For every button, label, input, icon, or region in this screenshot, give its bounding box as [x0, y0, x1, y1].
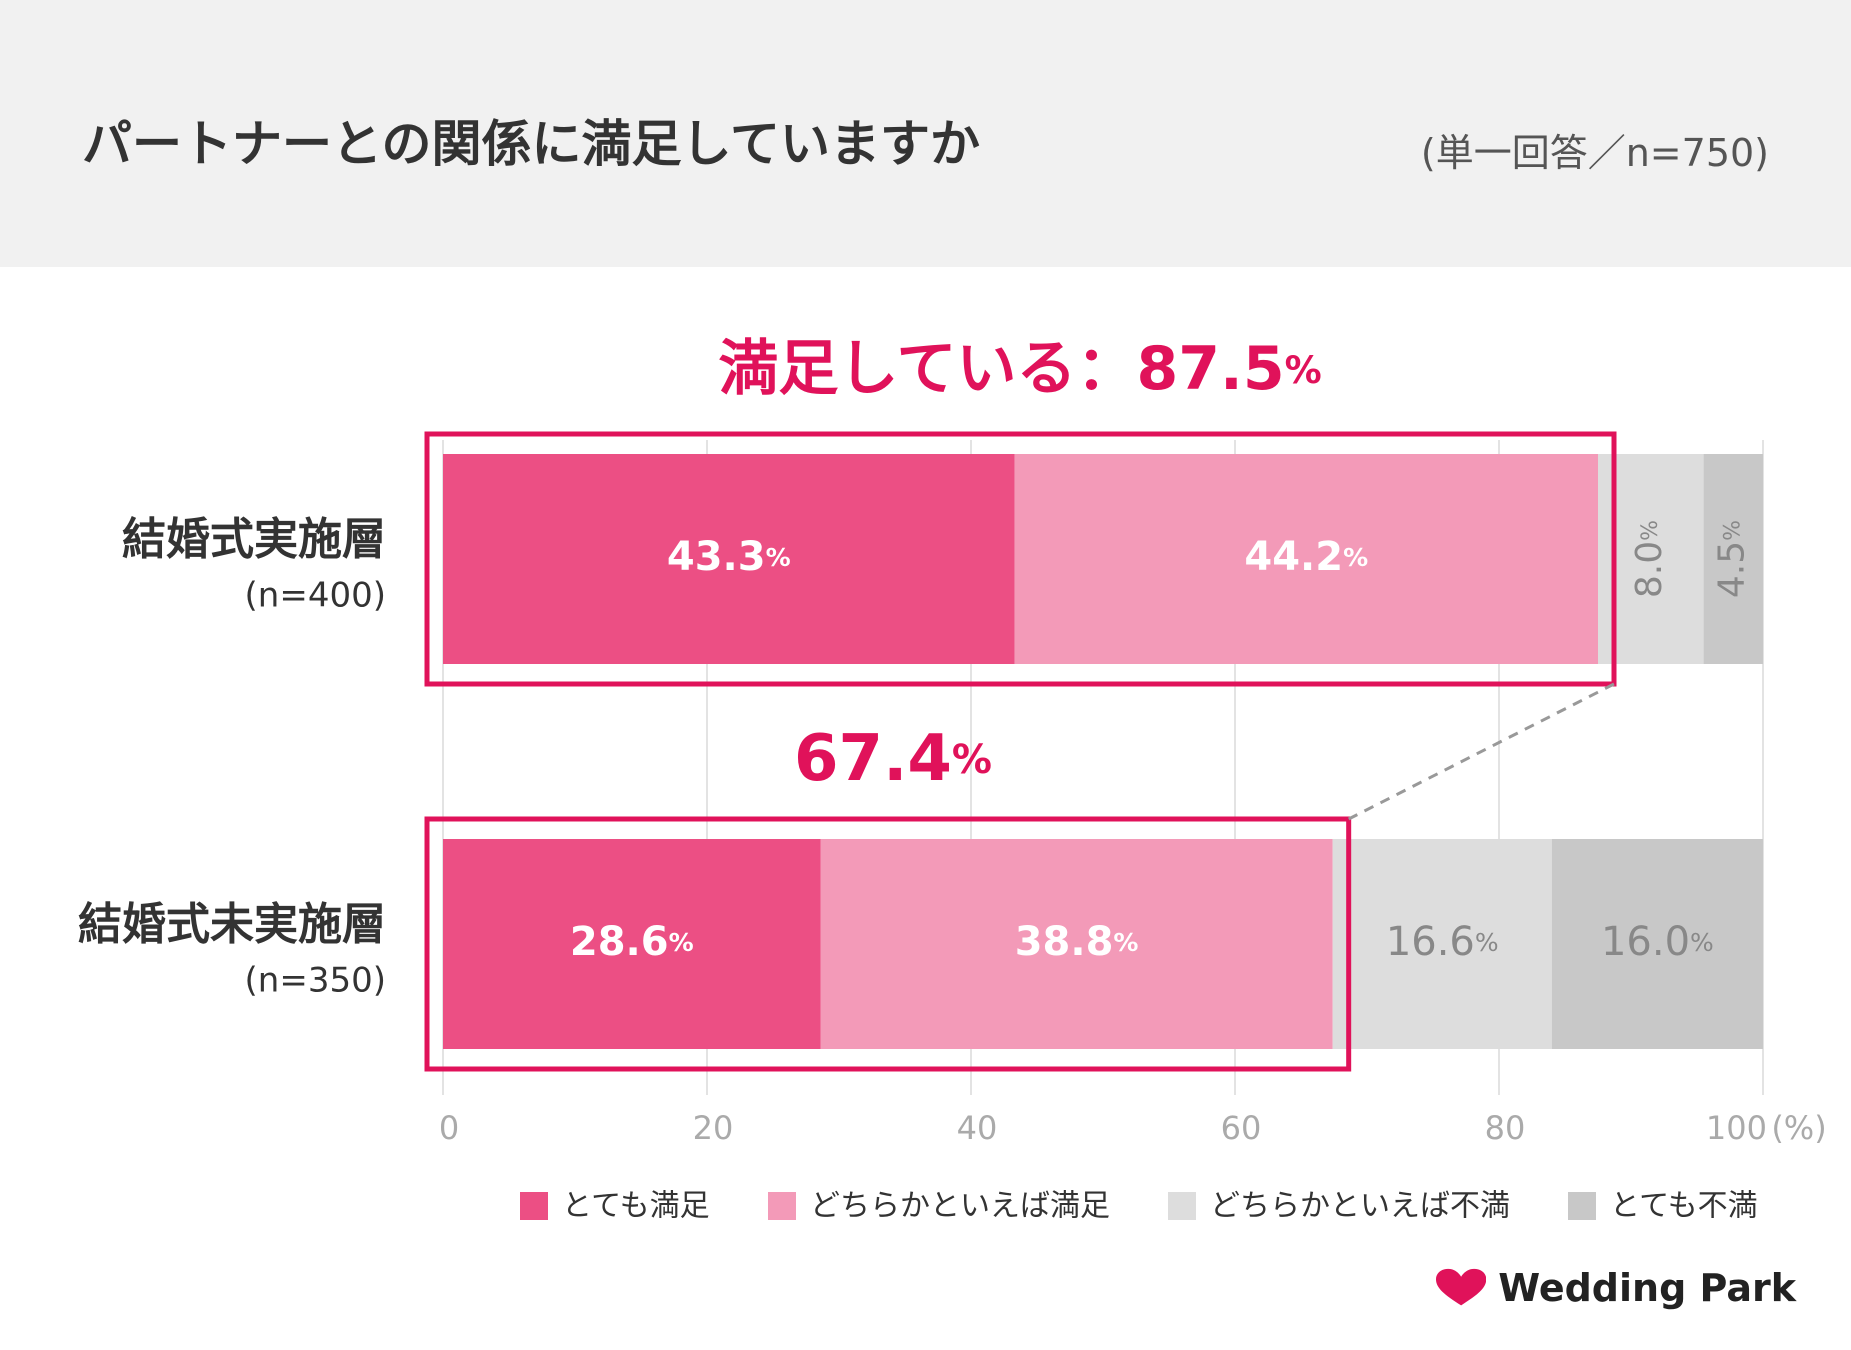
data-label-1-3: 8.0% [1629, 520, 1670, 598]
legend-label-4: とても不満 [1610, 1189, 1758, 1224]
legend-label-2: どちらかといえば満足 [810, 1189, 1110, 1224]
data-label-2-1: 28.6% [570, 919, 694, 965]
wedding-park-logo: Wedding Park [1436, 1260, 1796, 1316]
x-tick-label-0: 0 [439, 1109, 459, 1147]
x-tick-label-20: 20 [693, 1109, 734, 1147]
logo-text: Wedding Park [1498, 1266, 1796, 1310]
data-label-1-4: 4.5% [1711, 520, 1752, 598]
bar-2-seg-3 [1332, 839, 1552, 1049]
legend-label-3: どちらかといえば不満 [1210, 1189, 1510, 1224]
legend-swatch-4 [1568, 1192, 1596, 1220]
bar-2-seg-4 [1551, 839, 1763, 1049]
callout-satisfied-total-2: 67.4% [794, 722, 992, 796]
x-axis-unit: (%) [1771, 1109, 1826, 1147]
x-tick-label-80: 80 [1485, 1109, 1526, 1147]
x-tick-label-40: 40 [957, 1109, 998, 1147]
legend-swatch-3 [1168, 1192, 1196, 1220]
data-label-1-1: 43.3% [667, 534, 791, 580]
bar-1-seg-2 [1014, 454, 1598, 664]
bar-1-seg-1 [443, 454, 1015, 664]
data-label-2-4: 16.0% [1601, 919, 1714, 965]
highlight-box-1 [424, 431, 1617, 687]
category-n-1: (n=400) [245, 576, 386, 616]
data-label-2-3: 16.6% [1386, 919, 1499, 965]
header-band: パートナーとの関係に満足していますか (単一回答／n=750) [0, 0, 1851, 267]
bar-1-seg-4 [1703, 454, 1763, 664]
x-tick-label-60: 60 [1221, 1109, 1262, 1147]
connector-dashed-line [1347, 682, 1615, 821]
heart-icon [1436, 1268, 1487, 1306]
sample-note: (単一回答／n=750) [1420, 131, 1769, 175]
category-n-2: (n=350) [245, 961, 386, 1001]
data-label-1-2: 44.2% [1244, 534, 1368, 580]
category-label-1: 結婚式実施層 [122, 514, 386, 565]
data-label-2-2: 38.8% [1015, 919, 1139, 965]
category-label-2: 結婚式未実施層 [78, 899, 386, 950]
legend-label-1: とても満足 [562, 1189, 710, 1224]
bar-2-seg-2 [820, 839, 1333, 1049]
legend-swatch-1 [520, 1192, 548, 1220]
chart-title: パートナーとの関係に満足していますか [82, 115, 980, 173]
bar-2-seg-1 [443, 839, 821, 1049]
legend-swatch-2 [768, 1192, 796, 1220]
callout-satisfied-total: 満足している：87.5% [718, 334, 1321, 404]
x-tick-label-100: 100 [1706, 1109, 1767, 1147]
highlight-box-2 [424, 816, 1352, 1072]
